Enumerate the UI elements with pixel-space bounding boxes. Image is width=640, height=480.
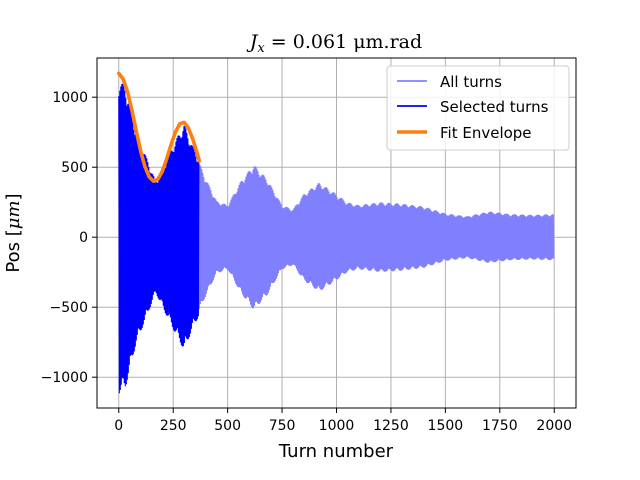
- chart-title: Jx = 0.061 μm.rad: [246, 31, 422, 56]
- legend-label-selected-turns: Selected turns: [440, 98, 549, 116]
- y-axis-ticks: −1000 −500 0 500 1000: [41, 90, 97, 386]
- x-tick-label: 250: [160, 418, 187, 434]
- legend-box: [386, 65, 570, 151]
- y-tick-label: 500: [61, 160, 88, 176]
- x-tick-label: 0: [114, 418, 123, 434]
- legend-label-fit-envelope: Fit Envelope: [440, 124, 532, 142]
- y-tick-label: 0: [79, 230, 88, 246]
- y-tick-label: −1000: [41, 370, 88, 386]
- legend-label-all-turns: All turns: [440, 73, 502, 91]
- y-tick-label: 1000: [52, 90, 88, 106]
- x-tick-label: 500: [214, 418, 241, 434]
- y-axis-title: Pos [μm]: [3, 193, 24, 272]
- x-axis-ticks: 0 250 500 750 1000 1250 1500 1750 2000: [114, 408, 572, 434]
- data-layer: [117, 71, 555, 394]
- x-tick-label: 2000: [536, 418, 572, 434]
- x-axis-title: Turn number: [278, 441, 394, 462]
- x-tick-label: 1500: [428, 418, 464, 434]
- legend: All turns Selected turns Fit Envelope: [386, 65, 570, 151]
- series-2-line: [117, 71, 202, 183]
- x-tick-label: 1750: [482, 418, 518, 434]
- x-tick-label: 1250: [373, 418, 409, 434]
- x-tick-label: 1000: [319, 418, 355, 434]
- x-tick-label: 750: [269, 418, 296, 434]
- y-tick-label: −500: [50, 300, 88, 316]
